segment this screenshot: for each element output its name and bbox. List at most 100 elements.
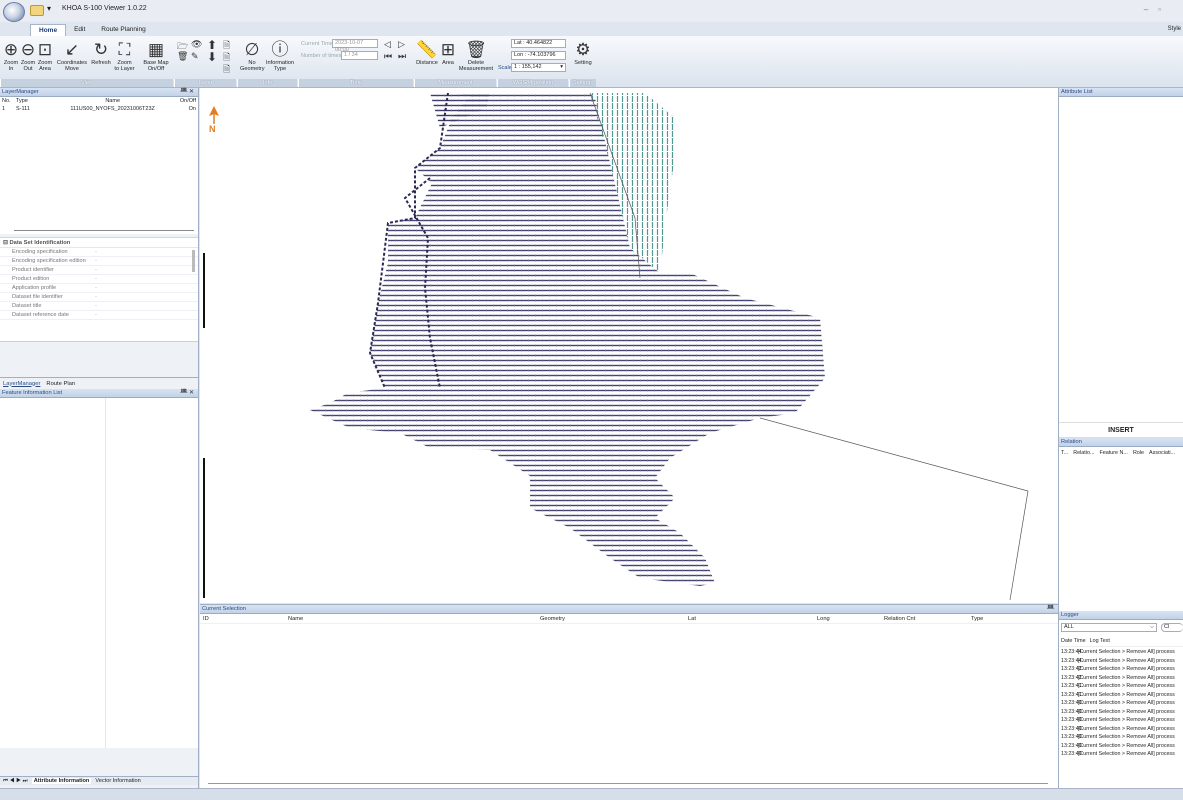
scale-label: Scale	[498, 65, 512, 71]
tab-layer-manager[interactable]: LayerManager	[3, 380, 41, 387]
move-down-icon[interactable]: ⬇	[207, 50, 218, 64]
pin-close-icon[interactable]: ᚙ ✕	[180, 89, 194, 95]
map-canvas[interactable]: N	[200, 88, 1058, 603]
horizontal-scrollbar[interactable]	[14, 230, 194, 231]
window-controls[interactable]: –▫	[1143, 5, 1171, 14]
app-menu-button[interactable]	[3, 2, 25, 22]
clear-button[interactable]: Cl	[1161, 623, 1183, 632]
ruler-icon: 📏	[416, 40, 438, 59]
status-bar	[0, 788, 1183, 800]
log-row: 13:23:42 [Current Selection > Remove All]…	[1061, 674, 1175, 681]
property-row: Dataset file identifier -	[0, 293, 198, 302]
style-menu[interactable]: Style	[1167, 26, 1181, 32]
first-time-icon[interactable]: ⏮	[384, 51, 393, 61]
log-row: 13:23:40 [Current Selection > Remove All]…	[1061, 725, 1175, 732]
tab-edit[interactable]: Edit	[74, 26, 86, 33]
current-time-label: Current Time	[301, 41, 333, 47]
ribbon: ⊕ Zoom In ⊖ Zoom Out ⊡ Zoom Area ↙ Coordinates M…	[0, 36, 1183, 88]
pin-icon[interactable]: ᚙ	[1047, 606, 1054, 612]
chevron-down-icon: ⌵	[1149, 624, 1154, 630]
dataset-section-header[interactable]: ⊟ Data Set Identification	[0, 238, 198, 248]
current-time-field[interactable]: 2023-10-07 00:00	[332, 39, 378, 53]
pin-close-icon[interactable]: ᚙ ✕	[180, 390, 194, 396]
delete-measurement-button[interactable]: 🗑 Delete Measurement	[458, 40, 494, 72]
tab-home[interactable]: Home	[30, 24, 67, 36]
tab-route-plan[interactable]: Route Plan	[46, 380, 76, 387]
attribute-list	[1059, 97, 1183, 422]
setting-button[interactable]: ⚙ Setting	[571, 40, 595, 66]
scale-select[interactable]: 1 : 155,142 ▾	[511, 63, 566, 72]
group-time: Time	[298, 79, 413, 87]
log-row: 13:23:40 [Current Selection > Remove All]…	[1061, 742, 1175, 749]
attribute-list-header: Attribute List	[1059, 88, 1183, 97]
logger-columns: Date Time Log Text	[1059, 636, 1183, 647]
log-row: 13:23:44 [Current Selection > Remove All]…	[1061, 649, 1175, 655]
quick-access-folder-icon[interactable]	[30, 5, 44, 16]
feature-info-footer	[0, 748, 198, 776]
zoom-out-button[interactable]: ⊖ Zoom Out	[20, 40, 36, 72]
document-icon[interactable]: 🗎	[223, 40, 231, 50]
relation-header: Relation	[1059, 438, 1183, 447]
logger-filter-select[interactable]: ALL ⌵	[1061, 623, 1157, 632]
collapse-icon[interactable]: ⊟	[3, 240, 10, 246]
table-row[interactable]: 1 S-111 111US00_NYOFS_20231006T23Z On	[2, 106, 196, 112]
north-label: N	[209, 124, 216, 134]
tab-vector-information[interactable]: Vector Information	[95, 778, 141, 784]
previous-time-icon[interactable]: ◁	[384, 39, 391, 49]
map-icon: ▦	[147, 40, 165, 59]
open-folder-icon[interactable]: 🗁	[177, 41, 189, 51]
delete-layer-icon[interactable]: 🗑	[177, 51, 189, 61]
distance-button[interactable]: 📏 Distance	[416, 40, 438, 66]
zoom-in-button[interactable]: ⊕ Zoom In	[3, 40, 19, 72]
tab-route-planning[interactable]: Route Planning	[101, 26, 146, 33]
tab-attribute-information[interactable]: Attribute Information	[31, 778, 92, 784]
base-map-toggle-button[interactable]: ▦ Base Map On/Off	[138, 40, 174, 72]
group-settings: Settings	[569, 79, 596, 87]
left-panel-tabs: LayerManager Route Plan	[0, 377, 198, 389]
no-geometry-button[interactable]: ∅ No Geometry	[240, 40, 265, 72]
property-row: Application profile -	[0, 284, 198, 293]
zoom-area-button[interactable]: ⊡ Zoom Area	[37, 40, 53, 72]
property-row: Product identifier -	[0, 266, 198, 275]
horizontal-scrollbar[interactable]	[208, 783, 1048, 784]
last-time-icon[interactable]: ⏭	[398, 51, 407, 61]
group-wgs84-position: WGS84 position	[497, 79, 568, 87]
hide-icon[interactable]: ✎	[191, 51, 199, 61]
right-panel: Attribute List INSERT Relation T... Rela…	[1058, 88, 1183, 788]
zoom-area-icon: ⊡	[37, 40, 53, 59]
number-of-times-field[interactable]: 1 / 34	[341, 51, 378, 60]
title-bar	[0, 0, 1183, 22]
eye-icon[interactable]: 👁	[191, 39, 203, 49]
document-icon[interactable]: 🗎	[223, 52, 231, 62]
property-row: Product edition -	[0, 275, 198, 284]
relation-list	[1059, 459, 1183, 611]
refresh-button[interactable]: ↻ Refresh	[91, 40, 111, 66]
document-grid-icon[interactable]: 🗎	[223, 64, 231, 74]
bottom-tabs: ⏮ ◀ ▶ ⏭ Attribute Information Vector Inf…	[0, 776, 198, 785]
boundary-line	[759, 417, 1029, 601]
zoom-in-icon: ⊕	[3, 40, 19, 59]
area-button[interactable]: ⊞ Area	[440, 40, 456, 66]
layer-manager-header: LayerManager ᚙ ✕	[0, 88, 198, 97]
relation-columns: T... Relatio... Feature N... Role Associ…	[1061, 450, 1176, 456]
log-row: 13:23:44 [Current Selection > Remove All]…	[1061, 657, 1175, 664]
logger-list: 13:23:44 [Current Selection > Remove All]…	[1059, 647, 1183, 760]
next-time-icon[interactable]: ▷	[398, 39, 405, 49]
tab-nav-arrows[interactable]: ⏮ ◀ ▶ ⏭	[3, 777, 28, 784]
vertical-scrollbar[interactable]	[192, 250, 195, 272]
expand-icon: ⛶	[118, 40, 131, 59]
scale-bar-segment	[203, 458, 205, 598]
feature-info-list	[0, 398, 198, 748]
coastline-outline	[368, 92, 449, 389]
number-of-times-label: Number of times	[301, 53, 342, 59]
longitude-field: Lon : -74.103796	[511, 51, 566, 60]
trash-icon: 🗑	[465, 40, 487, 59]
table-header-row: No. Type Name On/Off	[2, 98, 196, 104]
coordinates-move-button[interactable]: ↙ Coordinates Move	[56, 40, 88, 72]
move-up-icon[interactable]: ⬆	[207, 38, 218, 52]
information-type-button[interactable]: ⓘ Information Type	[264, 40, 296, 72]
latitude-field: Lat : 40.464822	[511, 39, 566, 48]
group-view: View	[0, 79, 173, 87]
quick-access-dropdown-icon[interactable]: ▾	[47, 4, 52, 13]
zoom-to-layer-button[interactable]: ⛶ Zoom to Layer	[112, 40, 137, 72]
